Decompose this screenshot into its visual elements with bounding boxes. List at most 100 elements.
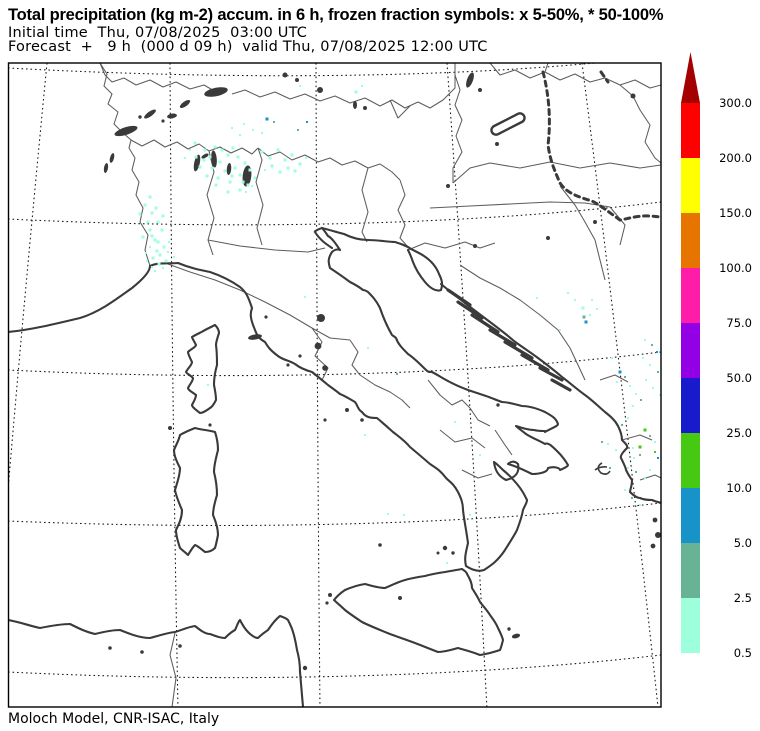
- precip-dot: [156, 250, 159, 253]
- lake-balaton: [490, 112, 526, 136]
- precip-dot: [601, 441, 603, 443]
- precip-dot: [151, 266, 153, 268]
- precip-dot: [273, 121, 275, 123]
- colorbar-tick-label: 0.5: [734, 646, 752, 660]
- precip-dot: [644, 339, 646, 341]
- precip-dot: [642, 357, 644, 359]
- precip-dot: [251, 185, 253, 187]
- precip-dot: [635, 393, 637, 395]
- precip-dot: [299, 85, 301, 87]
- precip-dot: [619, 371, 622, 374]
- precip-dot: [306, 121, 308, 123]
- precip-dot: [227, 191, 230, 194]
- model-credit: Moloch Model, CNR-ISAC, Italy: [8, 711, 219, 727]
- precip-dot: [644, 477, 646, 479]
- precip-dot: [367, 347, 369, 349]
- colorbar-tick-label: 2.5: [734, 591, 752, 605]
- precip-dot: [639, 446, 642, 449]
- precip-dot: [615, 449, 617, 451]
- precip-dot: [244, 162, 247, 165]
- precip-dot: [627, 467, 629, 469]
- precip-dot: [583, 316, 586, 319]
- precip-dot: [139, 213, 142, 216]
- precip-dot: [252, 129, 254, 131]
- precip-dot: [454, 421, 456, 423]
- precip-dot: [239, 134, 241, 136]
- precip-dot: [239, 174, 242, 177]
- precip-dot: [261, 132, 263, 134]
- precip-dot: [403, 514, 405, 516]
- precip-dot: [649, 469, 651, 471]
- precip-dot: [154, 239, 157, 242]
- colorbar-tick-label: 200.0: [719, 151, 752, 165]
- precip-dot: [168, 241, 170, 243]
- precip-dot: [585, 321, 588, 324]
- precip-dot: [304, 296, 306, 298]
- colorbar-tick-label: 10.0: [726, 481, 752, 495]
- precip-dot: [297, 129, 299, 131]
- precip-dot: [396, 373, 398, 375]
- precip-dot: [229, 181, 232, 184]
- precip-dot: [227, 154, 230, 157]
- colorbar-tick-label: 5.0: [734, 536, 752, 550]
- precip-dot: [237, 156, 240, 159]
- coastlines: [8, 228, 661, 707]
- precip-dot: [559, 329, 561, 331]
- precip-dot: [163, 246, 166, 249]
- precip-dot: [195, 156, 198, 159]
- weather-map-page: Total precipitation (kg m-2) accum. in 6…: [0, 0, 760, 731]
- colorbar-tick-label: 25.0: [726, 426, 752, 440]
- precip-dot: [355, 91, 358, 94]
- precip-dot: [589, 314, 591, 316]
- colorbar-segment: [681, 268, 700, 323]
- precip-dot: [234, 167, 237, 170]
- precip-dot: [254, 177, 257, 180]
- colorbar-tick-label: 100.0: [719, 261, 752, 275]
- precip-dot: [654, 441, 656, 443]
- precip-dot: [165, 260, 168, 263]
- precip-dot: [159, 254, 162, 257]
- precip-dot: [364, 434, 366, 436]
- precip-dot: [152, 257, 155, 260]
- precip-dot: [271, 165, 274, 168]
- precip-dot: [479, 454, 481, 456]
- precip-dot: [232, 147, 235, 150]
- colorbar-segment: [681, 488, 700, 543]
- precip-dot: [446, 562, 448, 564]
- precip-dot: [582, 307, 585, 310]
- map-canvas: 300.0200.0150.0100.075.050.025.010.05.02…: [0, 0, 760, 731]
- precip-dot: [231, 175, 234, 178]
- colorbar-segment: [681, 323, 700, 378]
- precip-dot: [149, 246, 151, 248]
- precip-dot: [145, 252, 147, 254]
- precip-dot: [624, 489, 626, 491]
- precip-dot: [299, 163, 302, 166]
- precip-dot: [245, 191, 247, 193]
- precip-dot: [609, 467, 611, 469]
- colorbar-tick-label: 300.0: [719, 96, 752, 110]
- colorbar-tick-label: 50.0: [726, 371, 752, 385]
- precip-dot: [147, 221, 150, 224]
- precip-dot: [144, 204, 147, 207]
- precip-dot: [162, 267, 164, 269]
- precip-dot: [651, 344, 653, 346]
- precip-dot: [649, 435, 651, 437]
- precip-dot: [161, 229, 164, 232]
- precip-dot: [657, 457, 659, 459]
- precip-dot: [211, 167, 214, 170]
- precip-dot: [596, 308, 598, 310]
- precip-dot: [611, 357, 613, 359]
- precip-dot: [224, 170, 227, 173]
- precip-dot: [151, 235, 154, 238]
- precip-dot: [142, 236, 145, 239]
- precip-dot: [627, 417, 629, 419]
- precip-dot: [249, 169, 252, 172]
- precip-dot: [639, 504, 641, 506]
- precip-dot: [242, 181, 245, 184]
- colorbar-segment: [681, 103, 700, 158]
- precip-dot: [387, 513, 389, 515]
- precip-dot: [624, 376, 626, 378]
- precip-dot: [657, 371, 659, 373]
- precip-dot: [616, 381, 618, 383]
- precip-dot: [154, 270, 156, 272]
